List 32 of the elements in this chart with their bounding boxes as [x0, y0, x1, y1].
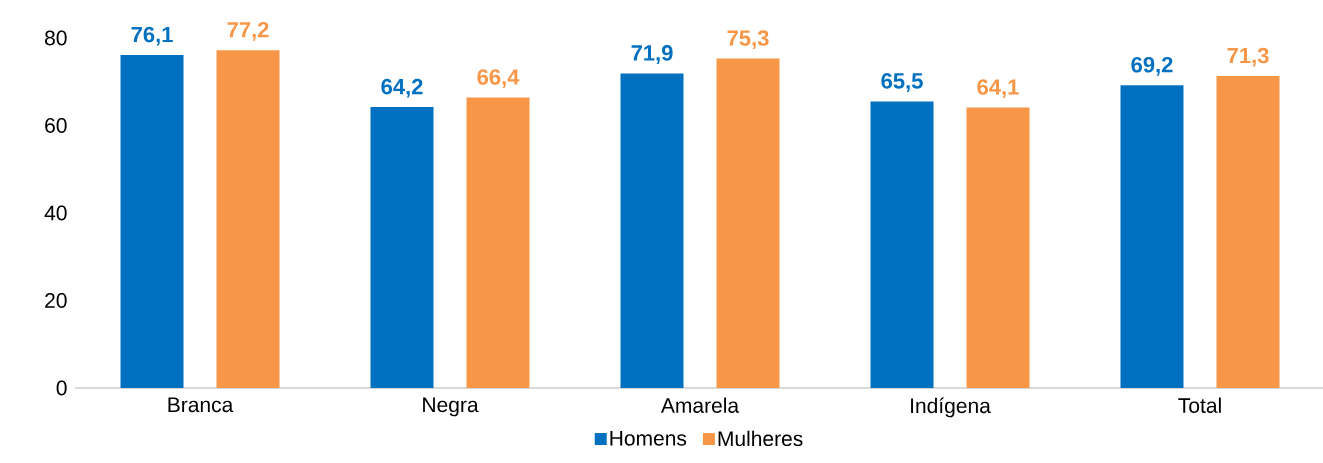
bar	[120, 55, 184, 388]
legend-label: Mulheres	[718, 430, 803, 447]
y-tick-label: 20	[45, 293, 67, 308]
y-tick-label: 0	[56, 380, 67, 396]
data-label: 71,9	[631, 45, 673, 64]
x-tick-label: Indígena	[911, 397, 991, 418]
bar	[1216, 76, 1280, 388]
data-label: 71,3	[1227, 47, 1269, 67]
x-tick-label: Branca	[168, 397, 234, 413]
x-tick-label: Negra	[423, 397, 479, 417]
data-label: 64,1	[977, 79, 1019, 99]
legend-label: Homens	[610, 431, 687, 446]
bar	[466, 97, 530, 388]
bar	[620, 73, 684, 388]
x-tick-label: Amarela	[660, 397, 740, 413]
bar	[216, 50, 280, 388]
data-label: 64,2	[381, 78, 423, 98]
data-label: 66,4	[477, 69, 520, 88]
data-label: 69,2	[1131, 56, 1173, 76]
data-label: 75,3	[727, 30, 769, 50]
bar	[1120, 85, 1184, 388]
y-tick-label: 60	[45, 118, 67, 133]
bar	[870, 101, 934, 388]
y-tick-label: 80	[45, 30, 67, 46]
data-label: 77,2	[227, 21, 269, 41]
bar	[370, 107, 434, 388]
bar	[966, 107, 1030, 388]
x-tick-label: Total	[1178, 397, 1221, 413]
bar	[716, 58, 780, 388]
y-tick-label: 40	[44, 205, 67, 221]
data-label: 65,5	[881, 73, 923, 92]
data-label: 76,1	[131, 26, 173, 46]
